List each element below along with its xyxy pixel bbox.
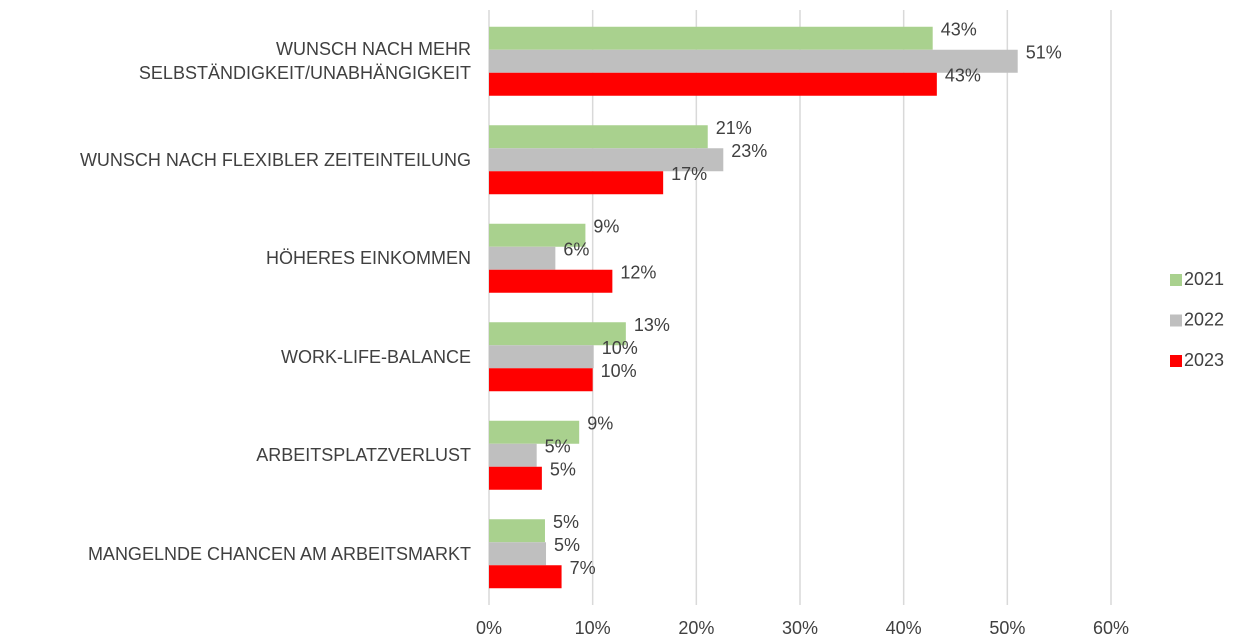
x-tick-label: 0%: [476, 618, 502, 638]
value-label: 12%: [620, 263, 656, 283]
legend-swatch: [1170, 274, 1182, 286]
y-tick-label: HÖHERES EINKOMMEN: [265, 248, 471, 269]
bar: [489, 345, 594, 369]
y-tick-label: WUNSCH NACH FLEXIBLER ZEITEINTEILUNG: [79, 149, 471, 170]
value-label: 5%: [554, 535, 580, 555]
bar: [489, 368, 593, 392]
x-tick-label: 20%: [678, 618, 714, 638]
value-label: 9%: [593, 217, 619, 237]
value-label: 6%: [563, 240, 589, 260]
y-tick-label: WORK-LIFE-BALANCE: [280, 346, 471, 367]
legend-label: 2022: [1184, 309, 1224, 329]
bar: [489, 420, 580, 444]
value-label: 21%: [716, 118, 752, 138]
x-tick-label: 40%: [886, 618, 922, 638]
legend-label: 2023: [1184, 350, 1224, 370]
bar: [489, 565, 562, 589]
bar: [489, 542, 547, 566]
bar: [489, 519, 545, 543]
x-tick-label: 30%: [782, 618, 818, 638]
bar: [489, 125, 708, 149]
y-tick-label: WUNSCH NACH MEHR SELBSTÄNDIGKEIT/UNABHÄN…: [138, 39, 471, 84]
bar: [489, 269, 613, 293]
value-label: 43%: [941, 20, 977, 40]
value-label: 5%: [553, 512, 579, 532]
bar: [489, 171, 664, 195]
value-label: 9%: [587, 414, 613, 434]
value-label: 51%: [1026, 43, 1062, 63]
x-tick-label: 10%: [575, 618, 611, 638]
value-label: 23%: [731, 141, 767, 161]
value-label: 10%: [602, 338, 638, 358]
y-tick-label: ARBEITSPLATZVERLUST: [256, 445, 471, 466]
value-label: 17%: [671, 164, 707, 184]
bar: [489, 49, 1018, 73]
bar: [489, 72, 937, 96]
bar: [489, 223, 586, 247]
x-tick-label: 50%: [989, 618, 1025, 638]
x-tick-label: 60%: [1093, 618, 1129, 638]
bar: [489, 466, 542, 490]
legend-swatch: [1170, 355, 1182, 367]
y-tick-label: MANGELNDE CHANCEN AM ARBEITSMARKT: [87, 543, 471, 564]
legend-label: 2021: [1184, 269, 1224, 289]
value-label: 5%: [550, 460, 576, 480]
value-label: 43%: [945, 66, 981, 86]
bar: [489, 148, 724, 172]
bar: [489, 26, 933, 50]
value-label: 7%: [570, 558, 596, 578]
bar: [489, 246, 556, 270]
value-label: 10%: [601, 361, 637, 381]
bar: [489, 322, 626, 346]
bar: [489, 443, 537, 467]
value-label: 5%: [545, 437, 571, 457]
legend-swatch: [1170, 314, 1182, 327]
value-label: 13%: [634, 315, 670, 335]
